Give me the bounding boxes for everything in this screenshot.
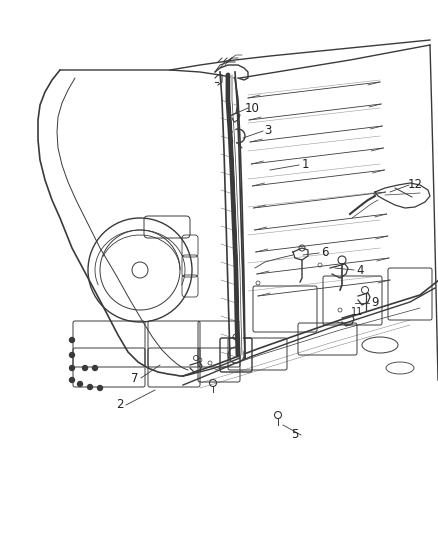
Text: 9: 9 [371,296,378,310]
Text: 7: 7 [131,372,138,384]
Text: 11: 11 [350,307,362,317]
Circle shape [69,352,74,358]
Circle shape [69,377,74,383]
Circle shape [69,366,74,370]
Circle shape [82,366,87,370]
Circle shape [78,382,82,386]
Text: 1: 1 [300,158,308,172]
Text: 6: 6 [321,246,328,260]
Circle shape [97,385,102,391]
Text: 3: 3 [264,125,271,138]
Text: 4: 4 [356,263,363,277]
Text: 10: 10 [244,101,259,115]
Text: 12: 12 [406,179,421,191]
Circle shape [87,384,92,390]
Text: 2: 2 [116,399,124,411]
Circle shape [69,337,74,343]
Circle shape [92,366,97,370]
Text: 5: 5 [291,429,298,441]
